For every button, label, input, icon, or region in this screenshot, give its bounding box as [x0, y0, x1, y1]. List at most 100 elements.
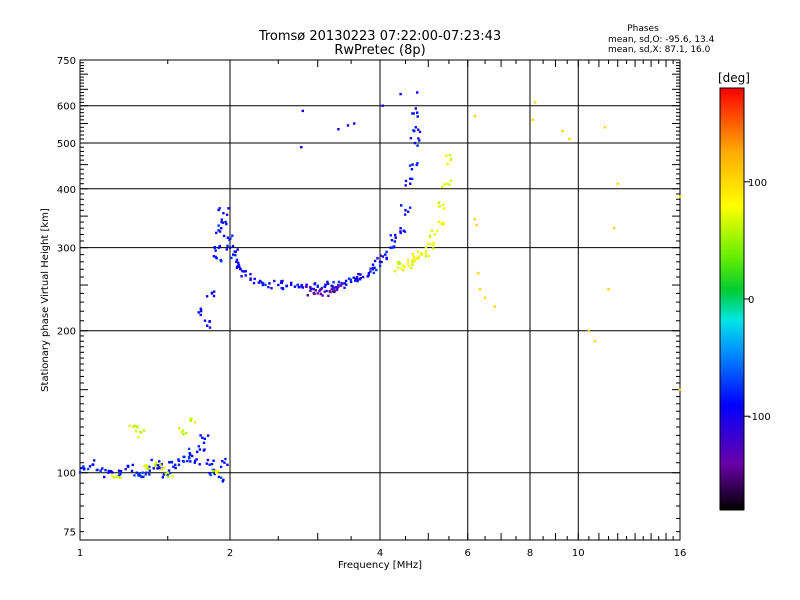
colorbar-label: [deg]	[718, 71, 750, 85]
data-point	[408, 206, 412, 209]
data-point	[344, 279, 348, 283]
data-point	[212, 255, 216, 258]
data-point	[347, 277, 351, 280]
data-point	[385, 256, 388, 260]
data-point	[193, 459, 197, 463]
data-point	[249, 273, 252, 276]
data-point	[440, 222, 443, 225]
x-tick-label: 8	[527, 548, 533, 559]
data-point	[158, 466, 161, 470]
data-point	[171, 475, 174, 478]
data-point	[380, 260, 383, 264]
data-point	[381, 255, 385, 258]
data-point	[416, 111, 419, 114]
data-point	[232, 253, 235, 256]
data-point	[156, 467, 159, 470]
data-point	[411, 163, 414, 166]
data-point	[205, 295, 209, 298]
data-point	[193, 461, 196, 464]
data-point	[390, 239, 394, 242]
data-point	[373, 266, 376, 269]
data-point	[235, 260, 238, 263]
data-point	[236, 248, 239, 251]
data-point	[300, 285, 303, 288]
data-point	[222, 212, 225, 215]
data-point	[313, 283, 316, 286]
data-point	[145, 467, 148, 470]
data-point	[285, 285, 288, 288]
data-point	[449, 179, 453, 182]
data-point	[104, 468, 107, 472]
data-point	[182, 432, 185, 436]
data-point	[133, 424, 136, 427]
data-point	[607, 288, 610, 291]
data-point	[337, 285, 340, 288]
y-tick-label: 600	[57, 102, 76, 113]
data-point	[203, 437, 206, 440]
data-point	[289, 283, 293, 286]
data-point	[199, 313, 202, 317]
data-point	[241, 269, 244, 273]
data-point	[229, 237, 232, 240]
data-point	[319, 292, 322, 296]
data-point	[367, 271, 371, 275]
data-point	[160, 463, 163, 466]
data-point	[209, 473, 212, 477]
data-point	[410, 168, 414, 171]
data-point	[217, 246, 221, 249]
data-point	[443, 183, 446, 186]
data-point	[92, 463, 95, 466]
data-point	[428, 236, 431, 239]
data-point	[414, 258, 417, 262]
data-point	[445, 182, 449, 185]
data-point	[399, 92, 402, 96]
x-tick-label: 2	[227, 548, 233, 559]
data-point	[110, 474, 114, 477]
data-point	[409, 182, 412, 185]
data-point	[335, 285, 338, 289]
data-point	[394, 236, 397, 239]
data-point	[473, 217, 476, 221]
data-point	[449, 157, 453, 160]
data-point	[213, 290, 216, 293]
data-point	[411, 259, 414, 262]
data-point	[219, 476, 223, 479]
data-point	[218, 230, 222, 233]
data-point	[137, 435, 140, 438]
data-point	[191, 454, 194, 458]
data-point	[203, 319, 207, 322]
data-point	[678, 388, 682, 391]
data-point	[96, 468, 99, 472]
data-point	[226, 463, 229, 466]
data-point	[369, 270, 372, 273]
data-point	[416, 115, 419, 118]
data-point	[427, 254, 431, 257]
data-point	[371, 268, 375, 271]
data-point	[407, 264, 410, 268]
data-point	[531, 118, 534, 121]
data-point	[182, 455, 185, 459]
data-point	[411, 112, 414, 115]
data-point	[174, 463, 177, 466]
data-point	[305, 285, 308, 288]
data-point	[310, 287, 313, 291]
x-tick-label: 6	[465, 548, 471, 559]
data-point	[293, 285, 297, 288]
data-point	[477, 271, 480, 275]
data-point	[415, 163, 418, 167]
data-point	[182, 460, 186, 463]
data-point	[448, 154, 451, 157]
data-point	[225, 213, 229, 216]
data-point	[561, 129, 564, 133]
data-point	[99, 469, 102, 472]
data-point	[281, 287, 285, 291]
data-point	[199, 434, 202, 437]
data-point	[185, 431, 188, 435]
data-point	[224, 457, 227, 461]
data-point	[473, 115, 476, 118]
data-point	[394, 233, 397, 237]
data-point	[190, 417, 193, 420]
data-point	[416, 91, 419, 94]
data-point	[206, 458, 210, 462]
data-point	[432, 247, 435, 250]
